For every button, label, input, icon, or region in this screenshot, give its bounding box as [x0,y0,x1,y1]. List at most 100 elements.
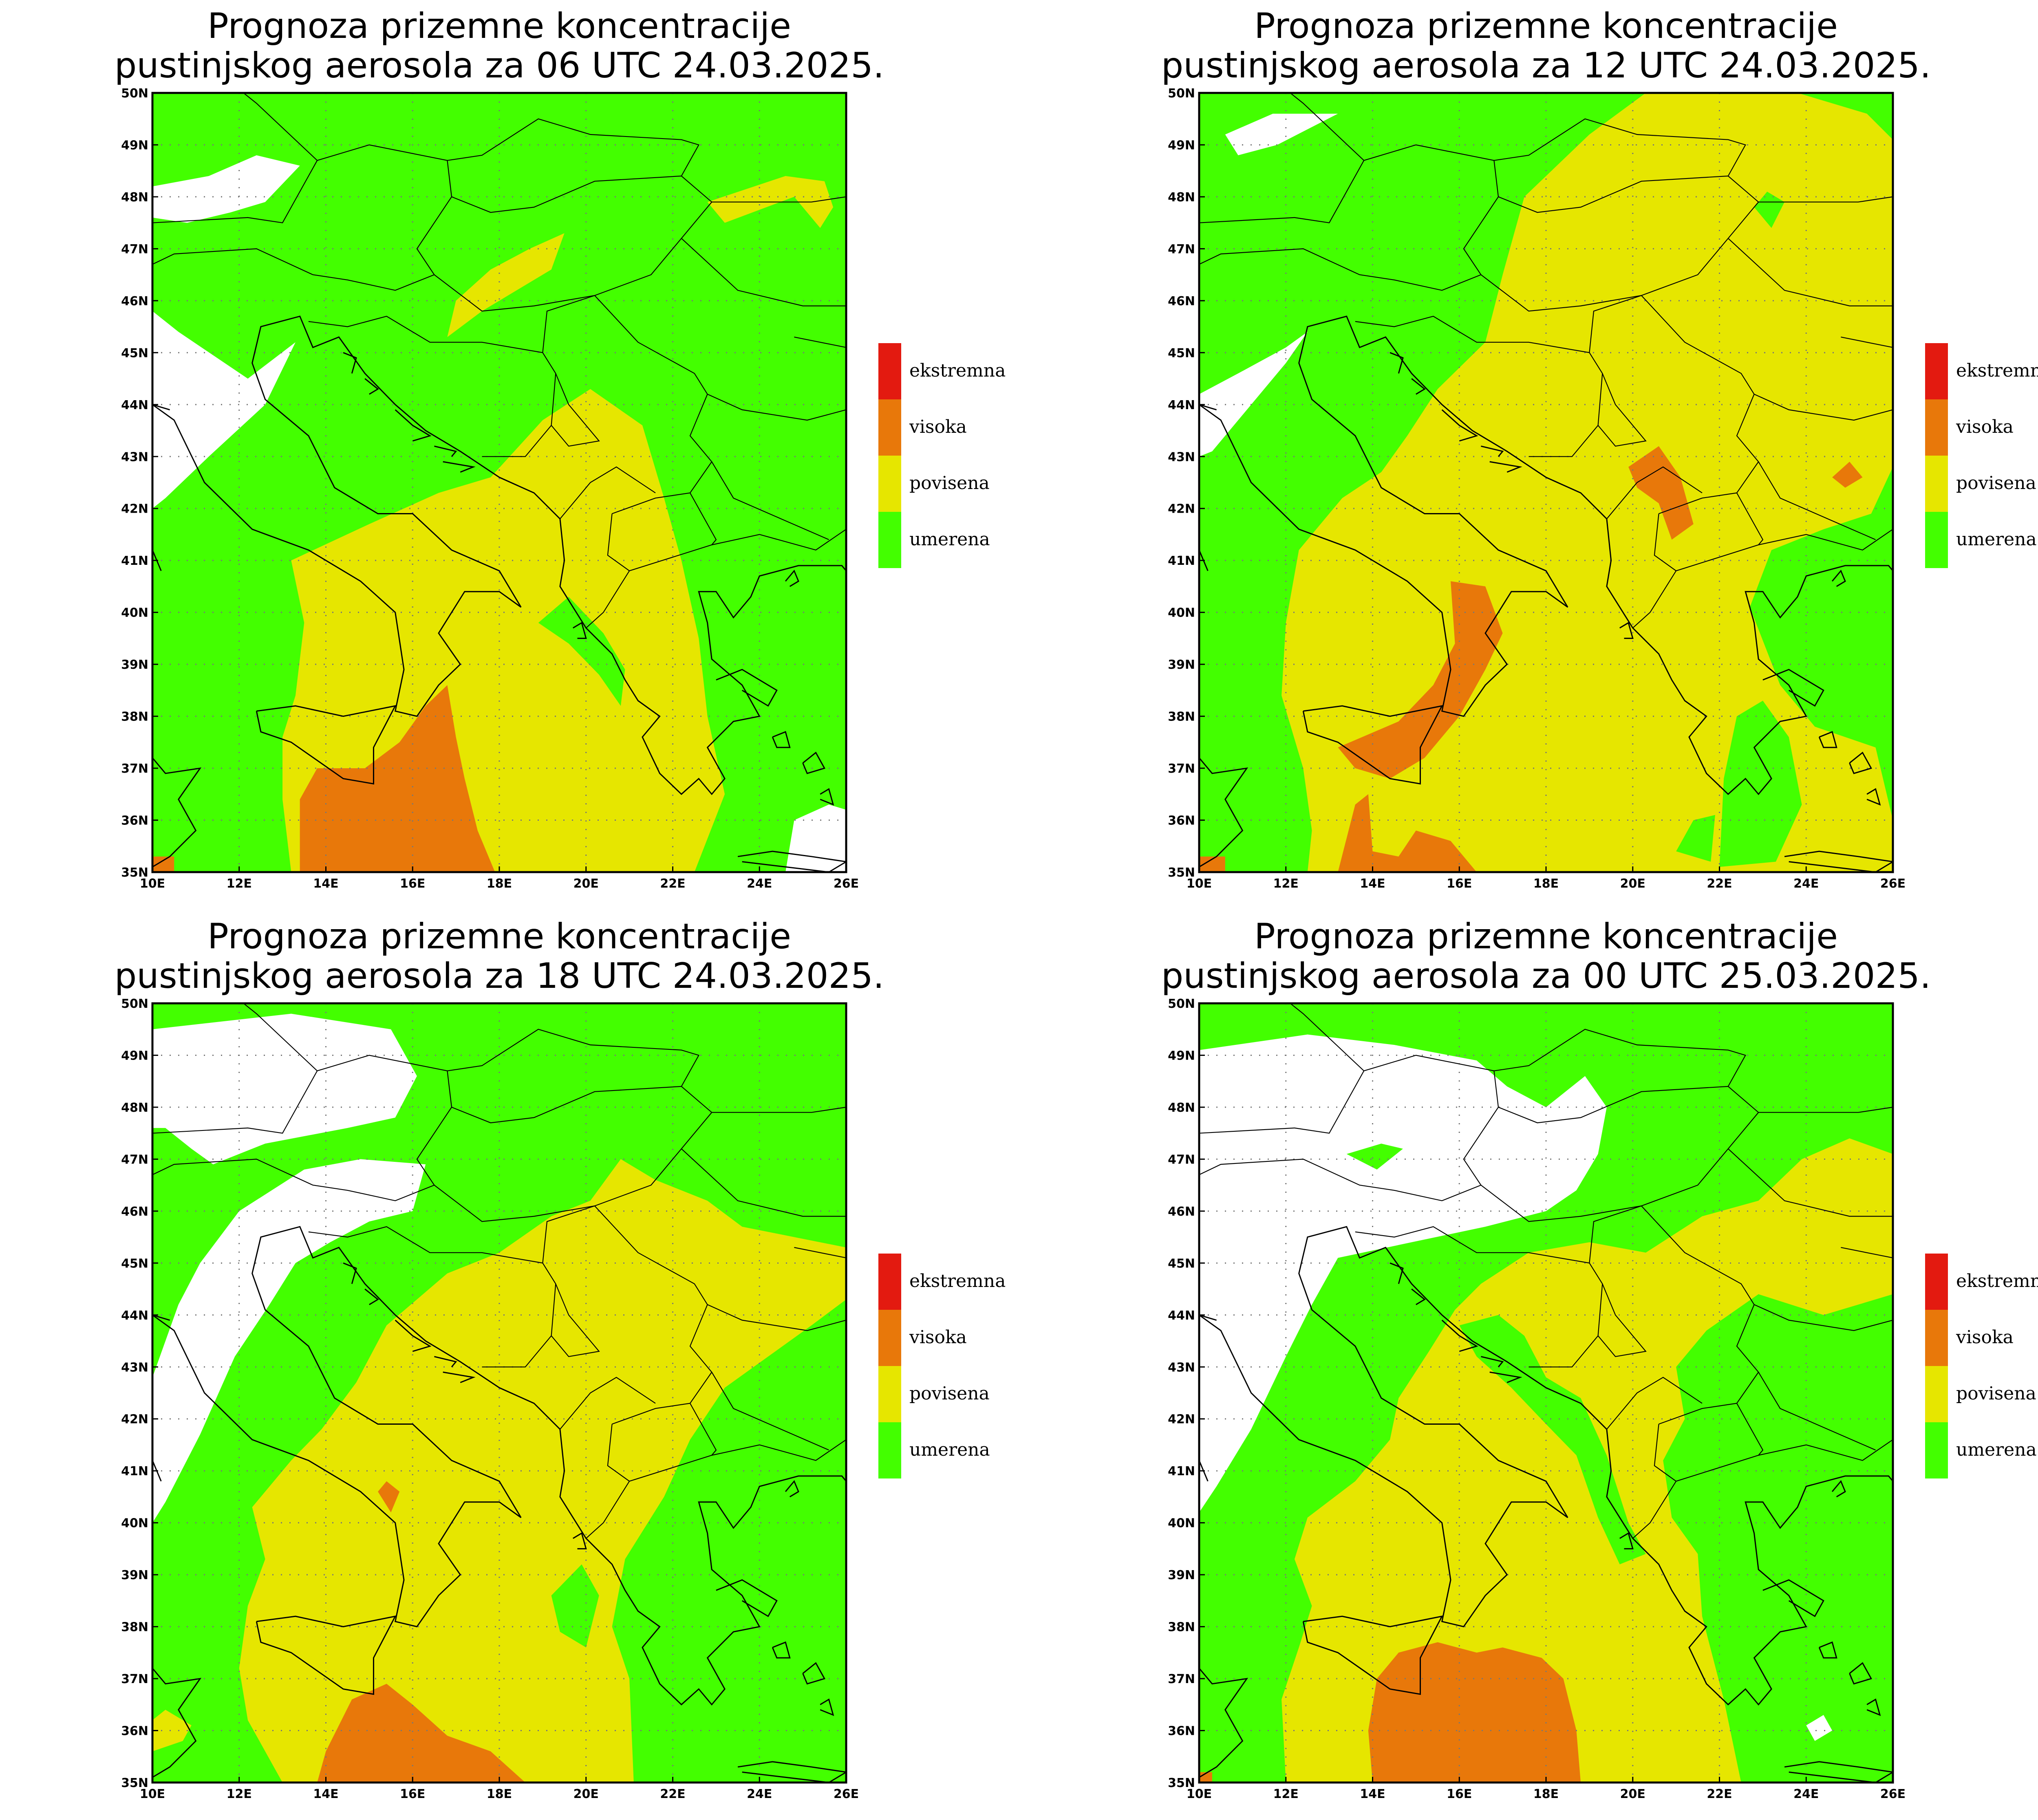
y-tick-label: 40N [121,1516,148,1531]
coastline [343,1262,357,1284]
y-tick-label: 47N [1168,242,1195,256]
legend-swatch-ekstremna [1925,1254,1948,1310]
concentration-region-povisena [447,233,565,337]
country-border [1597,1283,1647,1357]
y-tick-label: 49N [1168,1049,1195,1063]
coastline [343,352,357,374]
y-tick-label: 50N [1168,86,1195,101]
y-tick-label: 35N [121,866,148,880]
coastline [1302,1615,1443,1695]
y-tick-label: 40N [121,606,148,620]
legend-label-povisena: povisena [909,1383,990,1404]
concentration-region-umerena [1459,1315,1646,1564]
country-border [1676,529,1893,571]
y-tick-label: 42N [121,502,148,516]
y-tick-label: 41N [1168,1464,1195,1478]
y-tick-label: 44N [121,1309,148,1323]
concentration-region-visoka [300,685,495,872]
concentration-region-visoka [1338,794,1477,872]
x-tick-label: 26E [1880,877,1906,891]
coastline [434,1356,457,1368]
coastline [820,788,834,806]
legend-swatch-visoka [1925,399,1948,456]
x-tick-label: 24E [1793,1787,1819,1801]
y-tick-label: 38N [1168,710,1195,724]
x-tick-label: 12E [1273,877,1299,891]
legend-swatch-ekstremna [878,343,901,399]
y-tick-label: 39N [121,1568,148,1582]
x-tick-label: 12E [227,877,252,891]
country-border [712,1106,846,1113]
legend-swatch-umerena [878,1422,901,1478]
country-border [1736,1403,1764,1456]
y-tick-label: 36N [121,814,148,828]
coastline [1390,1262,1404,1284]
country-border [1480,175,1759,312]
coastline [1784,851,1893,872]
coastline [1619,1532,1634,1549]
coastline [1489,461,1522,473]
legend-label-ekstremna: ekstremna [909,360,1006,381]
coastline [716,1579,778,1617]
legend-label-ekstremna: ekstremna [1956,1271,2038,1291]
y-tick-label: 45N [1168,346,1195,360]
panel-title-line1: Prognoza prizemne koncentracije [1254,916,1838,957]
x-tick-label: 18E [487,877,512,891]
coastline [1762,1579,1824,1617]
coastline [1619,621,1634,639]
concentration-region-none [1199,1034,1607,1513]
x-tick-label: 18E [487,1787,512,1801]
country-border [629,529,846,571]
coastline [820,1698,834,1716]
map-plot-area [152,93,846,872]
y-tick-label: 38N [1168,1620,1195,1635]
country-border [1597,373,1647,447]
y-tick-label: 48N [121,190,148,205]
y-tick-label: 36N [1168,814,1195,828]
country-border [1676,1439,1893,1482]
x-tick-label: 16E [1447,877,1472,891]
legend-swatch-povisena [878,456,901,512]
y-tick-label: 45N [121,346,148,360]
country-border [690,492,717,545]
panel-title-line2: pustinjskog aerosola za 00 UTC 25.03.202… [1161,956,1931,996]
country-border [1480,1086,1759,1222]
legend-panel-1: ekstremna visoka povisena umerena [878,343,1006,568]
concentration-region-visoka [1368,1642,1581,1783]
y-tick-label: 45N [1168,1256,1195,1271]
coastline [1489,1371,1522,1383]
legend-swatch-umerena [1925,1422,1948,1478]
concentration-region-none [1199,332,1308,457]
y-tick-label: 49N [121,138,148,152]
legend-label-povisena: povisena [1956,1383,2036,1404]
country-border [707,394,846,421]
coastline [1411,378,1426,395]
y-tick-label: 48N [1168,190,1195,205]
y-tick-label: 48N [121,1101,148,1115]
forecast-panel-00utc: Prognoza prizemne koncentracije pustinjs… [1161,916,1931,1801]
coastline [1441,409,1478,442]
legend-swatch-povisena [878,1366,901,1422]
coastline [1199,1668,1248,1778]
concentration-region-visoka [378,1481,400,1513]
panel-title-line2: pustinjskog aerosola za 06 UTC 24.03.202… [115,45,884,86]
concentration-region-none [1225,114,1338,155]
concentration-region-povisena [1281,93,1893,872]
country-border [1841,1247,1893,1258]
legend-label-umerena: umerena [909,1439,990,1460]
coastline [1390,352,1404,374]
country-border [551,373,600,447]
x-tick-label: 22E [660,877,685,891]
legend-swatch-umerena [878,512,901,568]
y-tick-label: 36N [1168,1724,1195,1738]
coastline [1849,751,1873,774]
coastline [716,669,778,707]
legend-label-umerena: umerena [909,529,990,550]
legend-panel-3: ekstremna visoka povisena umerena [878,1254,1006,1478]
y-tick-label: 42N [1168,1412,1195,1427]
y-tick-label: 47N [1168,1152,1195,1167]
concentration-region-none [152,311,296,509]
country-border [1736,492,1764,545]
x-tick-label: 16E [1447,1787,1472,1801]
concentration-region-none [152,1014,417,1165]
